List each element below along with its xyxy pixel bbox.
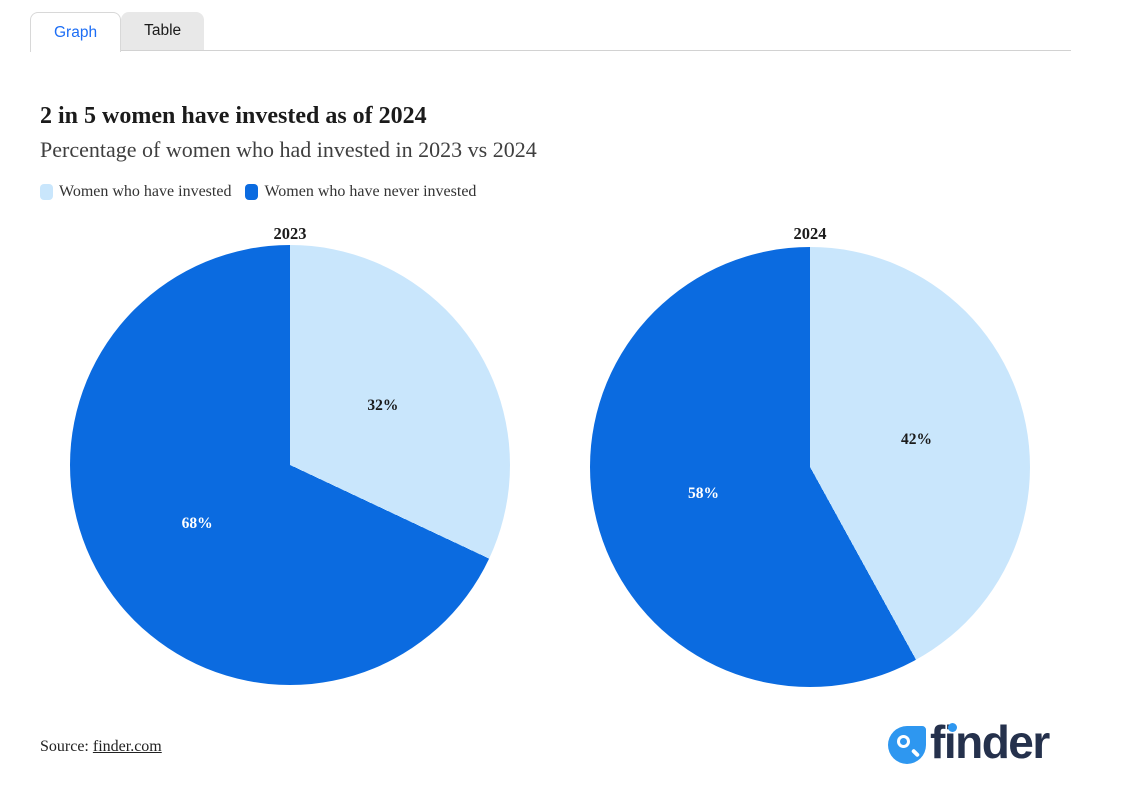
finder-logo: finder bbox=[886, 714, 1050, 776]
pie-chart-2024[interactable]: 42% 58% bbox=[590, 247, 1030, 687]
magnifier-handle-icon bbox=[910, 748, 921, 758]
pie-slice-label: 68% bbox=[181, 514, 213, 532]
legend-swatch-invested bbox=[40, 184, 53, 200]
legend-swatch-never-invested bbox=[245, 184, 259, 200]
pie-chart-2023[interactable]: 32% 68% bbox=[70, 245, 510, 685]
source-prefix: Source: bbox=[40, 738, 93, 755]
pie-slice-label: 32% bbox=[367, 397, 399, 415]
legend-item-invested: Women who have invested bbox=[40, 183, 231, 201]
tab-bar: Graph Table bbox=[30, 12, 205, 52]
tab-table[interactable]: Table bbox=[121, 12, 205, 50]
legend-label-invested: Women who have invested bbox=[59, 183, 232, 200]
legend-item-never-invested: Women who have never invested bbox=[245, 183, 476, 201]
finder-logo-i-dot bbox=[948, 723, 957, 732]
chart-legend: Women who have invested Women who have n… bbox=[40, 183, 490, 201]
source-link[interactable]: finder.com bbox=[92, 738, 162, 755]
magnifier-glass-icon bbox=[897, 735, 910, 748]
source-line: Source: finder.com bbox=[40, 738, 162, 756]
pie-title-2023: 2023 bbox=[273, 224, 307, 243]
pie-title-2024: 2024 bbox=[793, 224, 827, 243]
tab-underline bbox=[30, 50, 1071, 51]
pie-slice-label: 58% bbox=[687, 485, 719, 503]
page-title: 2 in 5 women have invested as of 2024 bbox=[40, 103, 427, 129]
finder-logo-text: finder bbox=[930, 716, 1050, 768]
legend-label-never-invested: Women who have never invested bbox=[264, 183, 477, 200]
pie-slice-label: 42% bbox=[901, 430, 933, 448]
tab-graph[interactable]: Graph bbox=[30, 12, 122, 52]
page-subtitle: Percentage of women who had invested in … bbox=[40, 137, 537, 162]
magnifier-drop-icon bbox=[888, 726, 926, 764]
